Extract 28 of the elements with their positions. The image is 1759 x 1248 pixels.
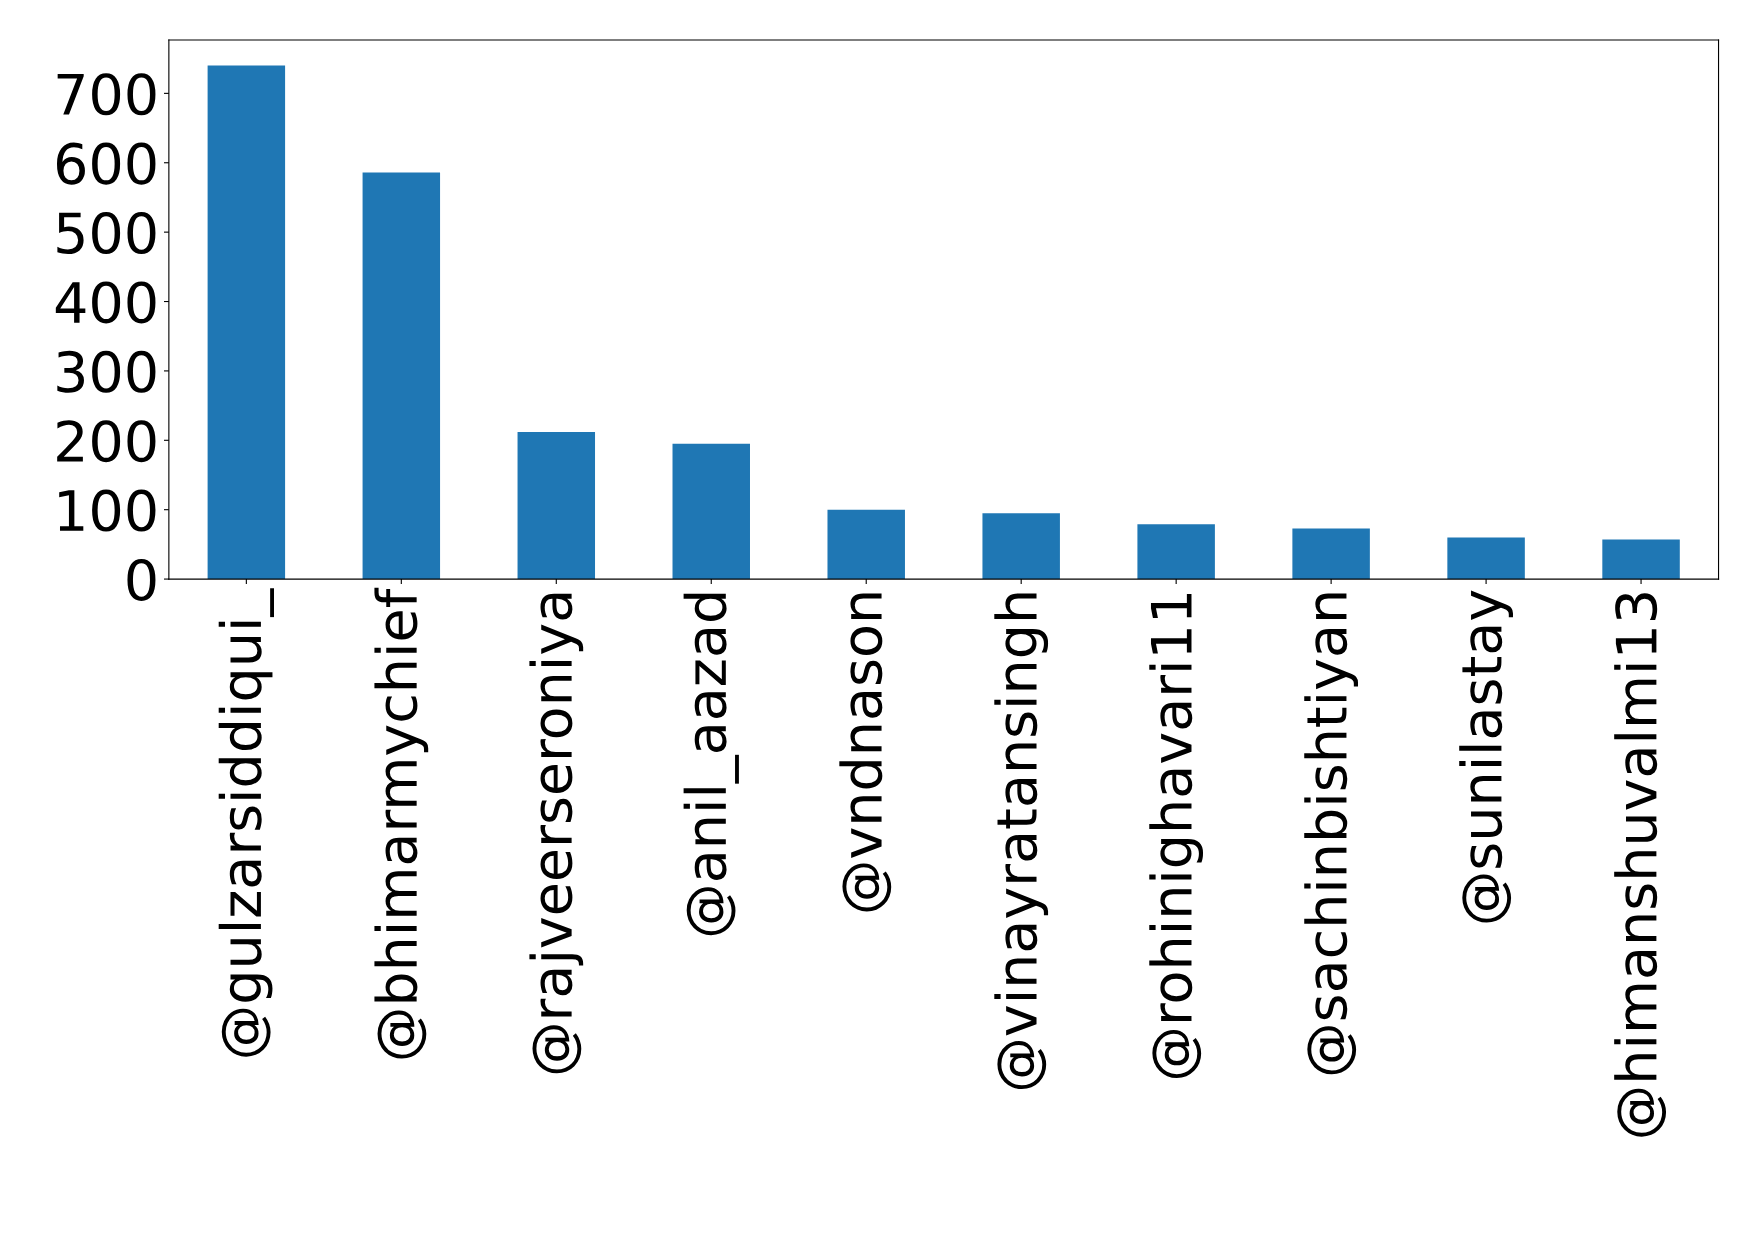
bar — [1137, 524, 1215, 580]
bar — [517, 431, 596, 580]
y-tick-label: 0 — [127, 558, 156, 601]
bar — [672, 443, 750, 580]
bar — [1602, 539, 1680, 580]
y-tick-label: 400 — [55, 281, 156, 324]
bar — [1292, 528, 1370, 580]
bar — [982, 513, 1060, 580]
x-tick-label: @vndnason — [839, 593, 892, 912]
y-tick-label: 600 — [56, 142, 156, 185]
y-tick-label: 100 — [59, 489, 156, 532]
y-tick-label: 500 — [57, 212, 156, 255]
x-tick-label: @vinayratansingh — [994, 593, 1049, 1090]
x-tick-label: @anil_aazad — [683, 593, 739, 936]
bar — [827, 509, 905, 580]
x-tick-label: @bhimarmychief — [374, 587, 429, 1059]
bar — [207, 65, 286, 580]
y-tick-label: 200 — [57, 420, 156, 463]
x-tick-label: @himanshuvalmi13 — [1614, 593, 1667, 1137]
bar — [362, 172, 441, 580]
y-tick-label: 300 — [57, 350, 156, 393]
x-tick-label: @gulzarsiddiqui_ — [218, 588, 274, 1057]
x-tick-label: @sachinbishtiyan — [1304, 593, 1359, 1075]
y-tick-label: 700 — [57, 73, 156, 116]
x-tick-label: @rajveerseroniya — [529, 593, 584, 1074]
x-tick-label: @sunilastay — [1459, 590, 1513, 923]
x-tick-label: @rohinighavari11 — [1149, 593, 1204, 1078]
bar — [1447, 537, 1525, 580]
